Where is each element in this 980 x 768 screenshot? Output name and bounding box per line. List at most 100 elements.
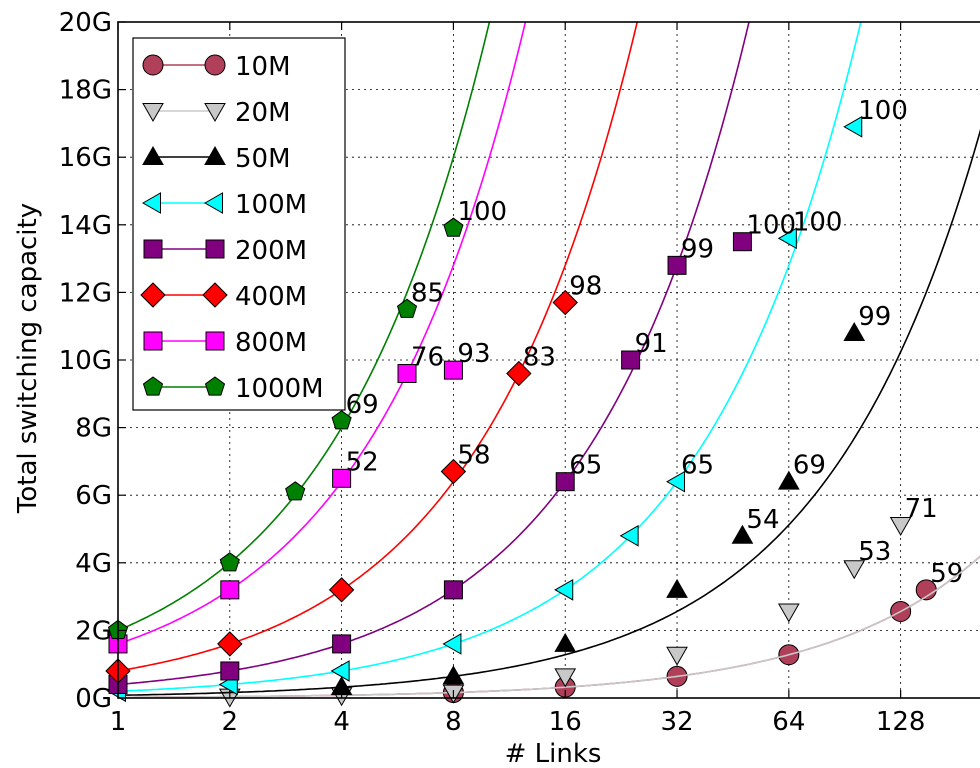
legend-marker [142,54,164,76]
point-annotation: 54 [746,505,779,535]
legend-label: 50M [235,144,291,174]
point-annotation: 93 [457,339,490,369]
data-point-100M [619,524,639,547]
y-tick-label: 18G [59,76,112,106]
data-point-100M [666,470,686,493]
data-point-800M [443,360,463,380]
legend-marker [205,331,225,351]
x-tick-label: 8 [445,707,462,737]
legend-item-400M: 400M [140,282,307,312]
plot-frame [117,21,980,699]
data-point-400M [328,577,355,603]
legend-marker [204,376,226,396]
series-line-100M [118,22,862,692]
legend-item-10M: 10M [142,52,291,82]
legend: 10M 20M 50M 100M 200M 400M 800M 1000M [132,37,346,411]
legend-marker [142,145,164,165]
legend-label: 1000M [235,374,324,404]
data-point-100M [777,227,797,250]
y-tick-label: 10G [59,346,112,376]
series-line-20M [118,555,980,698]
y-tick-label: 6G [75,481,112,511]
point-annotation: 100 [457,197,507,227]
data-point-100M [330,660,350,682]
legend-label: 200M [235,236,307,266]
data-point-400M [217,631,243,657]
point-annotation: 58 [457,441,490,471]
point-annotation: 83 [523,343,556,373]
x-tick-label: 32 [660,707,693,737]
y-tick-label: 12G [59,278,112,308]
point-annotation: 52 [346,447,379,477]
point-annotation: 100 [746,211,796,241]
data-point-100M [554,578,574,601]
legend-label: 400M [235,282,307,312]
legend-marker [202,282,228,308]
legend-marker [143,239,163,259]
data-point-1000M [219,552,240,572]
data-point-1000M [331,410,352,430]
point-annotation: 65 [569,451,602,481]
data-point-200M [732,232,752,252]
y-tick-label: 2G [75,616,112,646]
axis-ticks: 1 2 4 8 16 32 64 128 0G 2G 4G 6G 8G 10G 12G 14G 16G 18G 20… [59,8,926,737]
series-line-400M [118,22,639,672]
data-point-50M [777,470,800,490]
data-point-200M [621,350,641,370]
point-annotation: 100 [858,96,908,126]
x-tick-label: 128 [876,707,926,737]
point-annotation: 69 [793,451,826,481]
x-tick-label: 4 [333,707,350,737]
data-point-20M [889,516,912,536]
y-tick-label: 14G [59,211,112,241]
legend-marker [204,54,226,76]
legend-marker [143,331,163,351]
data-point-1000M [396,298,418,318]
x-tick-label: 16 [549,707,582,737]
x-tick-label: 2 [222,707,239,737]
y-tick-label: 20G [59,8,112,38]
y-tick-label: 0G [75,684,112,714]
series-1000M: 69 85 100 [107,22,507,639]
point-annotation: 53 [858,537,891,567]
y-tick-label: 4G [75,549,112,579]
series-200M: 65 91 99 100 [108,22,796,694]
y-tick-label: 8G [75,414,112,444]
data-point-20M [843,560,866,580]
x-tick-label: 1 [110,707,127,737]
data-point-50M [666,578,688,598]
series-line-800M [118,22,527,645]
legend-item-1000M: 1000M [142,374,324,404]
data-point-800M [332,468,352,488]
point-annotation: 99 [858,302,891,332]
legend-marker [142,103,164,123]
x-tick-label: 64 [772,707,805,737]
data-point-400M [506,360,532,387]
point-annotation: 71 [905,494,938,524]
data-point-50M [442,665,465,685]
legend-label: 20M [235,98,291,128]
legend-marker [140,282,166,308]
data-point-200M [443,580,463,600]
data-point-800M [397,364,417,384]
x-axis-label: # Links [505,739,602,768]
data-point-200M [220,661,240,681]
data-point-100M [843,115,863,138]
data-point-50M [554,632,577,652]
data-point-200M [667,255,687,275]
point-annotation: 99 [681,234,714,264]
y-axis-label: Total switching capacity [13,203,43,514]
data-point-1000M [443,217,464,237]
series-line-1000M [118,22,491,632]
legend-label: 800M [235,328,307,358]
series-50M: 54 69 99 [118,128,980,697]
point-annotation: 65 [681,451,714,481]
legend-label: 100M [235,190,307,220]
legend-marker [142,376,164,396]
legend-label: 10M [235,52,291,82]
point-annotation: 100 [793,207,843,237]
point-annotation: 85 [411,278,444,308]
data-point-200M [332,634,352,654]
y-tick-label: 16G [59,143,112,173]
